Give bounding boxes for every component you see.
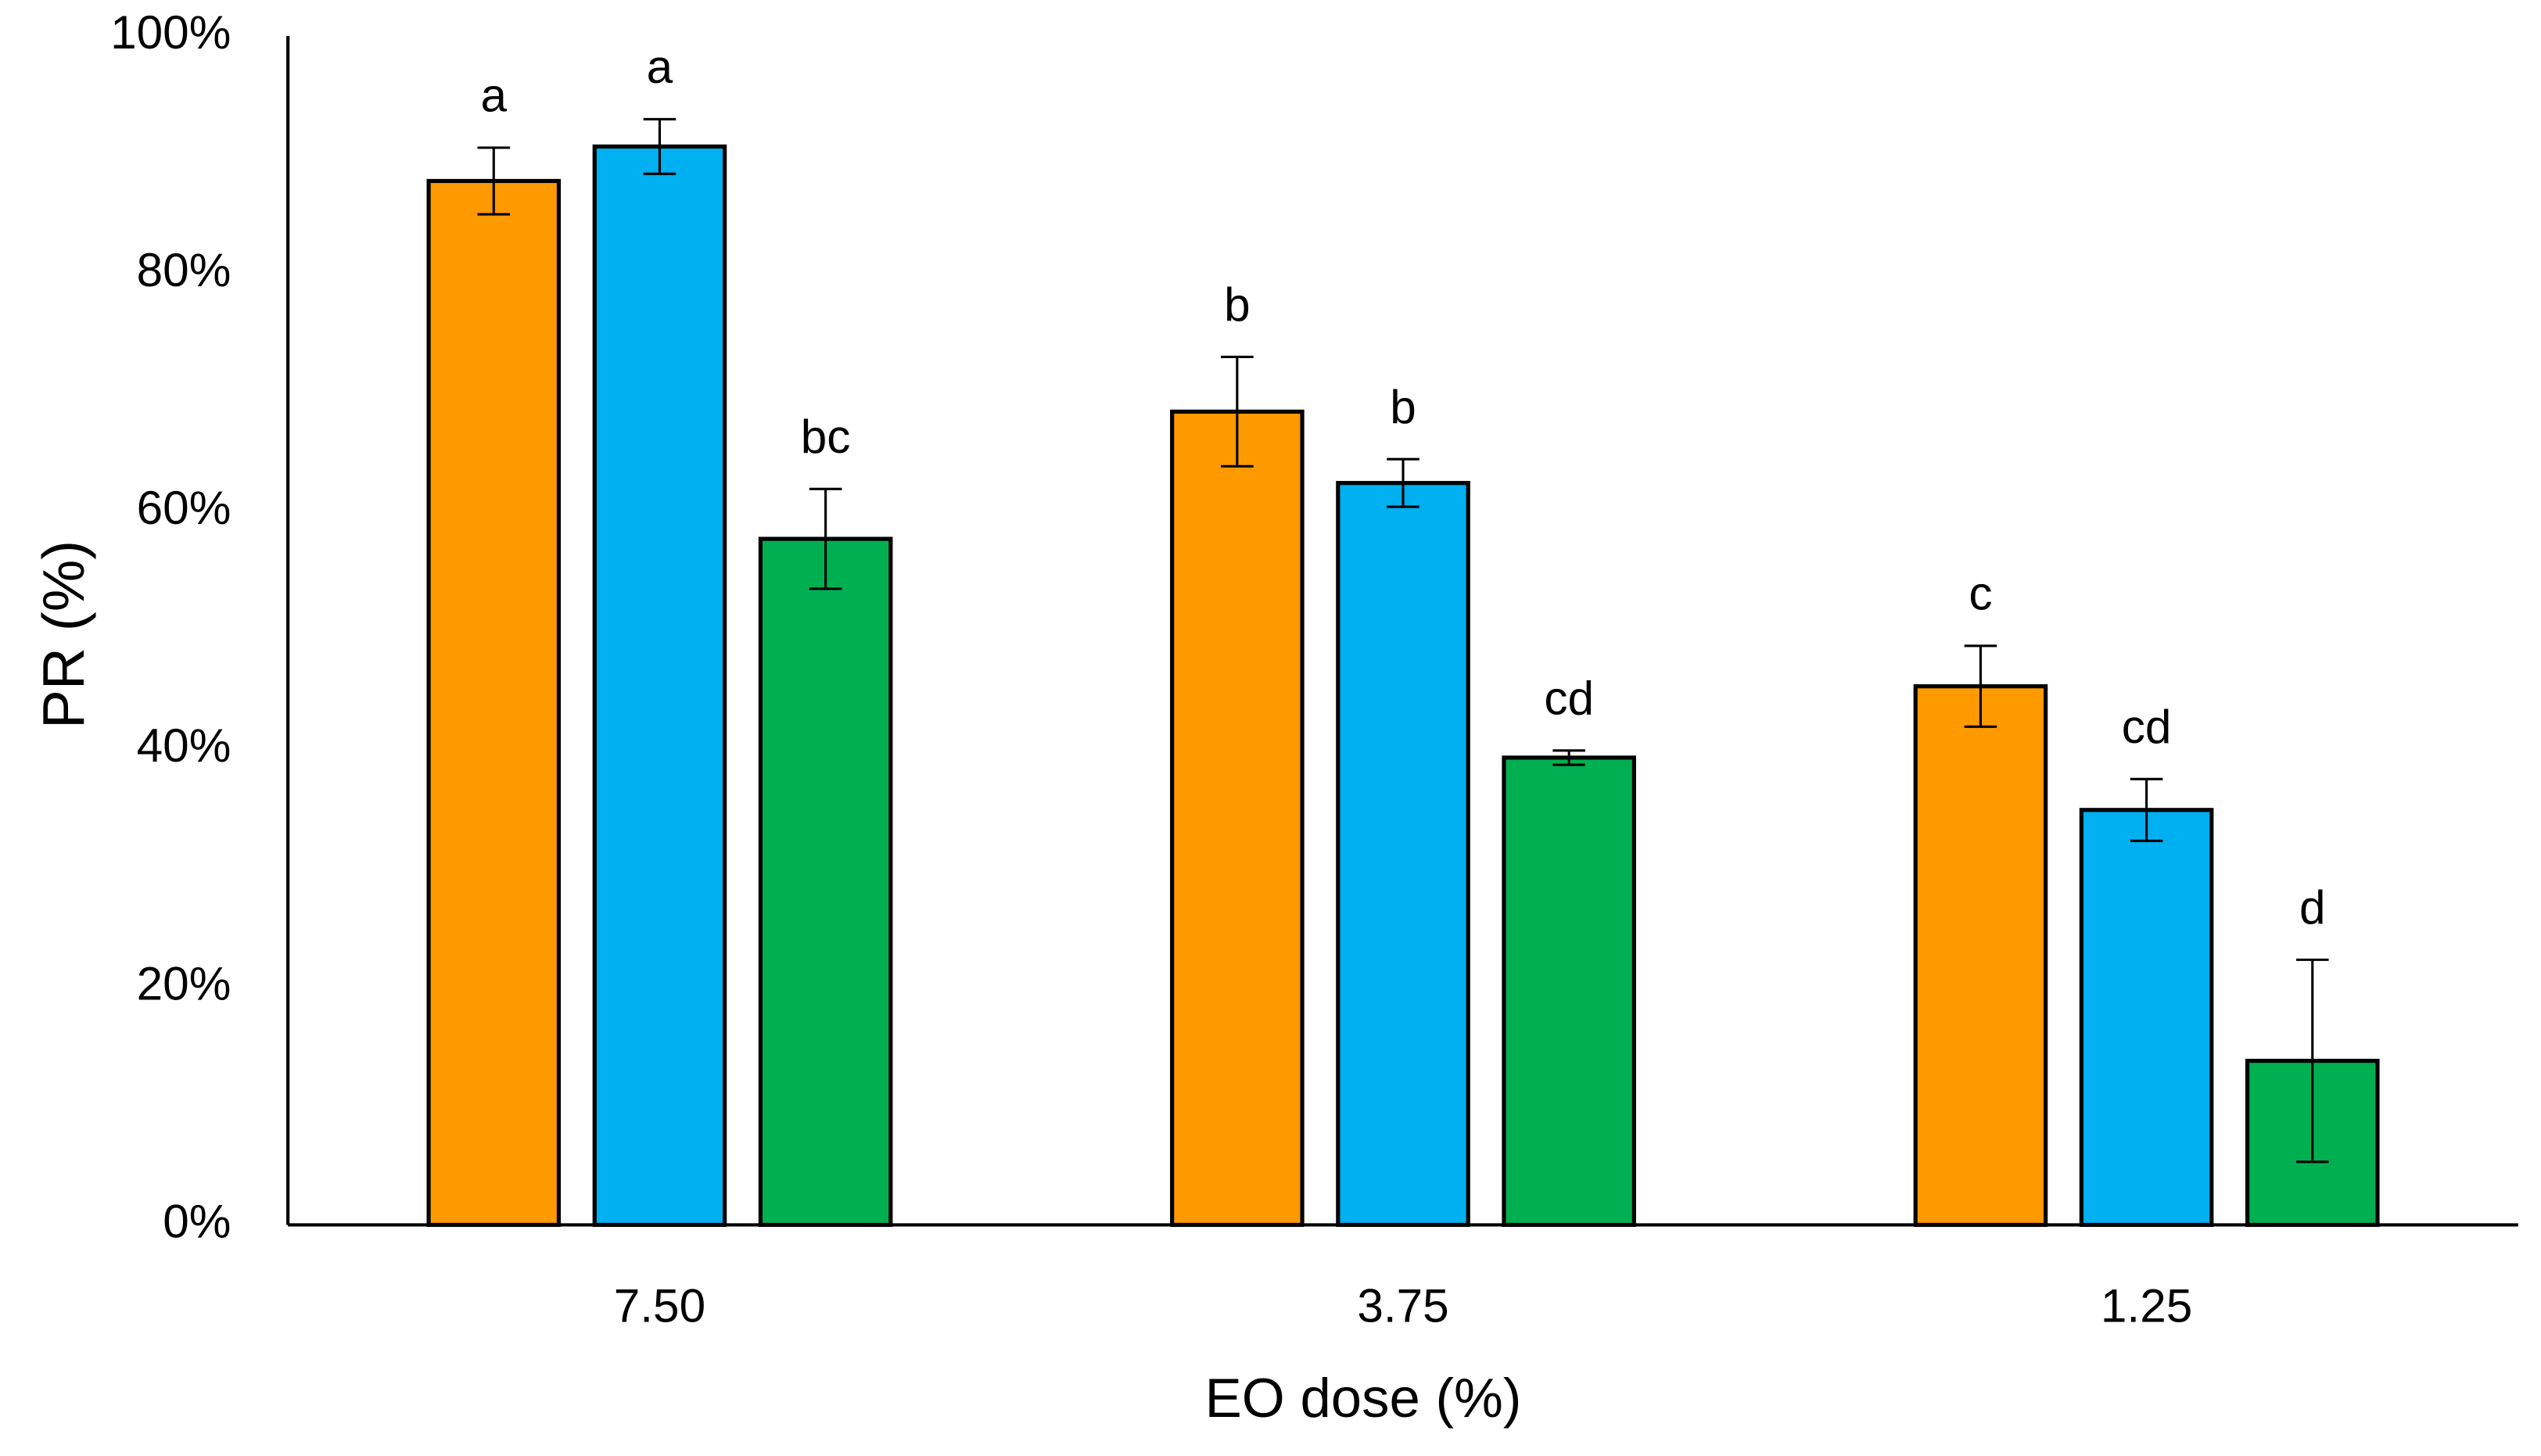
significance-label: d xyxy=(2299,880,2326,934)
bar xyxy=(1336,481,1470,1228)
bar xyxy=(426,178,562,1228)
x-axis-title: EO dose (%) xyxy=(1205,1367,1522,1429)
significance-label: b xyxy=(1224,278,1251,331)
y-tick-label: 0% xyxy=(163,1194,231,1247)
x-tick-label: 3.75 xyxy=(1357,1279,1448,1332)
significance-label: c xyxy=(1969,567,1992,620)
y-tick-label: 20% xyxy=(137,956,231,1010)
significance-label: bc xyxy=(801,410,851,463)
bar xyxy=(592,144,727,1228)
y-axis-title: PR (%) xyxy=(31,540,96,729)
significance-label: cd xyxy=(1544,671,1594,724)
significance-label: cd xyxy=(2122,700,2172,753)
bar xyxy=(1170,409,1305,1228)
bar xyxy=(2079,808,2214,1228)
y-tick-label: 100% xyxy=(110,5,231,59)
y-tick-label: 60% xyxy=(137,481,231,534)
significance-label: b xyxy=(1390,380,1416,433)
significance-label: a xyxy=(481,68,508,121)
significance-label: a xyxy=(647,40,673,93)
bar xyxy=(758,536,893,1228)
x-tick-label: 1.25 xyxy=(2101,1279,2192,1332)
y-tick-label: 80% xyxy=(137,243,231,296)
x-tick-label: 7.50 xyxy=(614,1279,705,1332)
y-tick-label: 40% xyxy=(137,719,231,772)
bar xyxy=(1913,684,2048,1228)
bar xyxy=(1502,755,1636,1228)
